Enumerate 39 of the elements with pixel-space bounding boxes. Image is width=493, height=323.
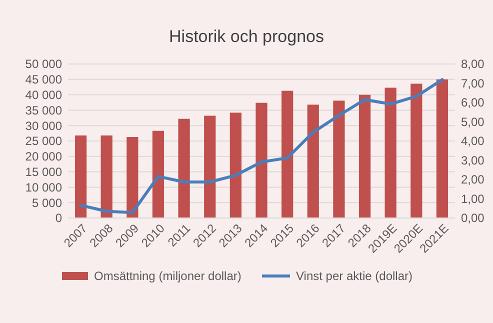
y-tick-label: 50 000 [25, 57, 62, 72]
y2-tick-label: 6,00 [461, 96, 485, 110]
bar [152, 130, 164, 218]
bar [100, 135, 112, 218]
y2-tick-label: 2,00 [461, 172, 485, 187]
chart-title: Historik och prognos [169, 27, 324, 46]
bar [256, 102, 268, 218]
y-tick-label: 15 000 [25, 165, 62, 179]
y-tick-label: 25 000 [25, 134, 62, 148]
bar [307, 104, 319, 218]
bar [126, 136, 138, 218]
bar [178, 118, 190, 218]
bar [282, 90, 294, 218]
y2-tick-label: 8,00 [461, 57, 485, 72]
y2-tick-label: 7,00 [461, 76, 485, 90]
y-tick-label: 45 000 [25, 72, 62, 87]
y-tick-label: 10 000 [25, 180, 62, 194]
bar [436, 79, 448, 218]
y-tick-label: 30 000 [25, 118, 62, 133]
y-tick-label: 5 000 [32, 196, 62, 210]
legend-label: Vinst per aktie (dollar) [296, 269, 412, 284]
bar [358, 94, 371, 218]
y-tick-label: 0 [55, 211, 62, 226]
y-tick-label: 40 000 [25, 88, 62, 102]
legend-label: Omsättning (miljoner dollar) [94, 269, 242, 284]
bar [333, 100, 345, 218]
y2-tick-label: 3,00 [461, 153, 485, 168]
y2-tick-label: 0,00 [461, 211, 485, 226]
line-series [79, 78, 444, 214]
y2-tick-label: 5,00 [461, 114, 485, 129]
bar [230, 112, 242, 218]
y2-tick-label: 1,00 [461, 192, 485, 206]
bar [410, 84, 422, 218]
bar [204, 116, 216, 218]
bar [384, 88, 396, 218]
y2-tick-label: 4,00 [461, 134, 485, 148]
y-tick-label: 20 000 [25, 150, 62, 164]
bar [74, 135, 87, 218]
y-tick-label: 35 000 [25, 103, 62, 118]
